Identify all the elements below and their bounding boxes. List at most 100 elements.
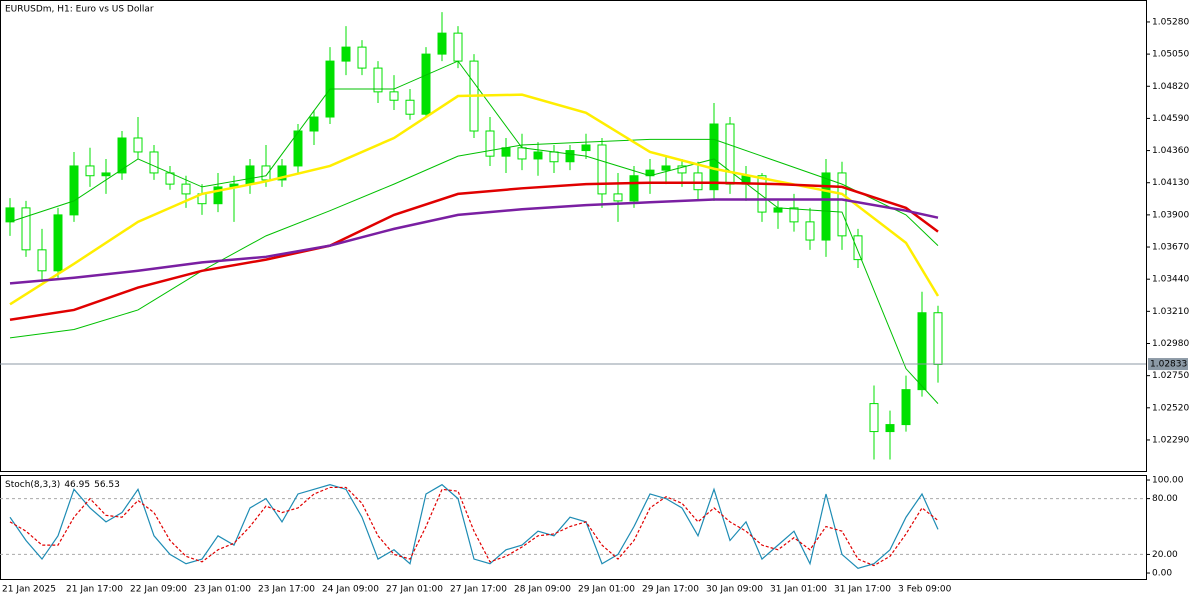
- candle-body: [85, 165, 95, 177]
- candle-body: [533, 151, 543, 160]
- candle-body: [677, 165, 687, 174]
- stoch-panel: [0, 475, 1147, 580]
- x-tick-label: 27 Jan 01:00: [386, 585, 443, 595]
- candle-body: [309, 116, 319, 132]
- candle-body: [133, 137, 143, 153]
- x-tick-label: 30 Jan 09:00: [706, 585, 763, 595]
- y-tick-label: 1.03210: [1152, 307, 1189, 317]
- candle-body: [789, 207, 799, 223]
- candle-body: [661, 165, 671, 171]
- x-tick-label: 22 Jan 09:00: [130, 585, 187, 595]
- candle-body: [725, 123, 735, 185]
- stoch-title: Stoch(8,3,3) 46.95 56.53: [5, 480, 120, 490]
- candle-body: [629, 175, 639, 202]
- x-tick-label: 27 Jan 17:00: [450, 585, 507, 595]
- y-tick-label: 1.04360: [1152, 146, 1189, 156]
- candle-body: [245, 165, 255, 185]
- candle-body: [453, 32, 463, 62]
- current-price-label: 1.02833: [1150, 360, 1187, 370]
- x-tick-label: 21 Jan 2025: [2, 585, 56, 595]
- candle-body: [565, 150, 575, 163]
- candle-body: [805, 221, 815, 241]
- y-tick-label: 1.02520: [1152, 403, 1189, 413]
- stoch-line: [9, 483, 939, 570]
- moving-average: [9, 93, 940, 306]
- candle-body: [181, 183, 191, 195]
- y-tick-label: 1.04820: [1152, 82, 1189, 92]
- moving-average: [9, 60, 939, 404]
- y-tick-label: 1.04590: [1152, 114, 1189, 124]
- candle-body: [693, 172, 703, 191]
- moving-average: [9, 198, 939, 285]
- candle-body: [117, 137, 127, 174]
- candle-body: [933, 312, 943, 365]
- candle-body: [37, 249, 47, 272]
- y-tick-label: 1.04130: [1152, 178, 1189, 188]
- x-tick-label: 31 Jan 17:00: [834, 585, 891, 595]
- y-tick-label: 20.00: [1152, 550, 1178, 560]
- x-tick-label: 21 Jan 17:00: [66, 585, 123, 595]
- x-tick-label: 3 Feb 09:00: [898, 585, 952, 595]
- candle-body: [597, 144, 607, 195]
- x-tick-label: 29 Jan 01:00: [578, 585, 635, 595]
- x-tick-label: 24 Jan 09:00: [322, 585, 379, 595]
- y-tick-label: 1.02750: [1152, 371, 1189, 381]
- candle-body: [389, 91, 399, 101]
- candle-body: [581, 144, 591, 152]
- y-tick-label: 0.00: [1152, 569, 1172, 579]
- candle-body: [501, 147, 511, 157]
- candle-body: [5, 207, 15, 223]
- y-tick-label: 1.02980: [1152, 339, 1189, 349]
- x-tick-label: 23 Jan 01:00: [194, 585, 251, 595]
- candle-body: [821, 172, 831, 241]
- candle-body: [277, 165, 287, 181]
- candle-body: [837, 172, 847, 237]
- candle-body: [853, 235, 863, 261]
- candle-body: [757, 175, 767, 213]
- y-tick-label: 1.03900: [1152, 210, 1189, 220]
- stoch-line: [9, 486, 939, 567]
- chart-title: EURUSDm, H1: Euro vs US Dollar: [5, 5, 154, 15]
- y-tick-label: 1.02290: [1152, 435, 1189, 445]
- main-panel: [0, 0, 1147, 472]
- y-tick-label: 1.05280: [1152, 17, 1189, 27]
- candle-body: [517, 147, 527, 160]
- y-tick-label: 1.03670: [1152, 243, 1189, 253]
- candle-body: [341, 46, 351, 62]
- candle-body: [437, 32, 447, 55]
- x-tick-label: 28 Jan 09:00: [514, 585, 571, 595]
- stoch-name: Stoch(8,3,3): [5, 480, 60, 490]
- stoch-signal-value: 56.53: [94, 480, 120, 490]
- moving-average: [9, 181, 939, 321]
- moving-average: [9, 138, 939, 339]
- candle-body: [709, 123, 719, 191]
- x-tick-label: 31 Jan 01:00: [770, 585, 827, 595]
- candle-body: [21, 207, 31, 251]
- candle-body: [69, 165, 79, 216]
- candle-body: [869, 403, 879, 433]
- candle-body: [357, 46, 367, 69]
- y-tick-label: 1.03440: [1152, 275, 1189, 285]
- candle-body: [901, 389, 911, 426]
- candle-body: [917, 312, 927, 391]
- y-tick-label: 1.05050: [1152, 50, 1189, 60]
- current-price-box: [1148, 358, 1188, 371]
- candle-body: [549, 151, 559, 163]
- candle-body: [293, 130, 303, 167]
- candle-body: [885, 424, 895, 433]
- candle-body: [53, 214, 63, 272]
- candle-body: [149, 151, 159, 174]
- y-tick-label: 80.00: [1152, 494, 1178, 504]
- candle-body: [373, 67, 383, 93]
- x-tick-label: 23 Jan 17:00: [258, 585, 315, 595]
- stoch-main-value: 46.95: [64, 480, 90, 490]
- candle-body: [485, 130, 495, 157]
- candle-body: [613, 193, 623, 202]
- y-tick-label: 100.00: [1152, 476, 1184, 486]
- candle-body: [101, 172, 111, 177]
- candle-body: [405, 99, 415, 115]
- candle-body: [213, 186, 223, 205]
- candle-body: [261, 165, 271, 181]
- candle-body: [421, 53, 431, 115]
